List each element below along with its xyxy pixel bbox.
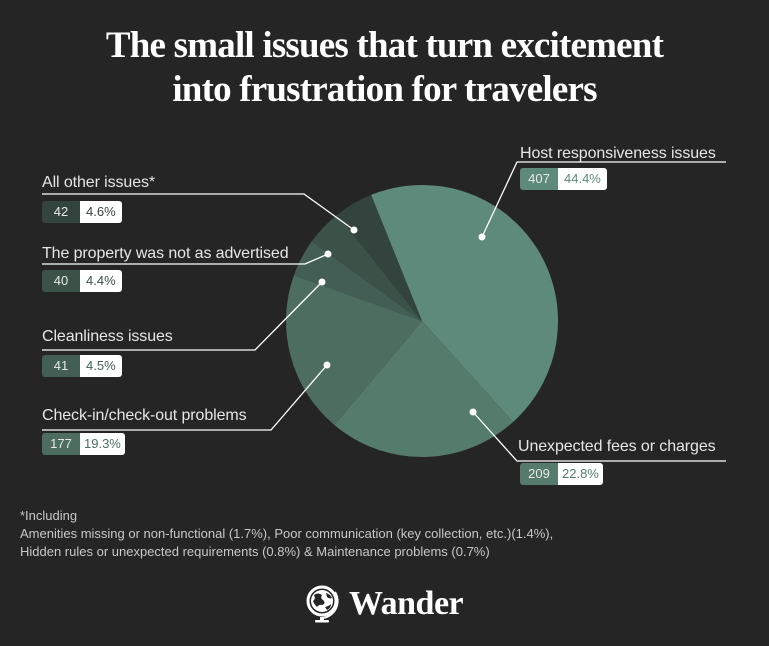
footnote: *Including Amenities missing or non-func… [20,507,553,561]
badge-all-other-issues: 42 4.6% [42,201,122,223]
pie-slice [371,184,559,422]
count-host: 407 [520,168,558,190]
label-all-other-issues: All other issues* [42,174,156,191]
badge-cleanliness: 41 4.5% [42,355,122,377]
label-cleanliness: Cleanliness issues [42,328,173,345]
pie-slice [293,241,422,321]
label-unexpected-fees: Unexpected fees or charges [518,438,716,455]
pct-fees: 22.8% [558,463,603,485]
pie-slice [311,214,422,321]
count-fees: 209 [520,463,558,485]
label-property-not-as-advertised: The property was not as advertised [42,245,289,262]
count-other: 42 [42,201,80,223]
count-checkin: 177 [42,433,80,455]
brand-logo: Wander [303,584,464,624]
label-host-responsiveness: Host responsiveness issues [520,145,716,162]
pct-clean: 4.5% [80,355,122,377]
count-clean: 41 [42,355,80,377]
chart-title: The small issues that turn excitement in… [0,24,769,112]
badge-checkin-checkout: 177 19.3% [42,433,125,455]
brand-name: Wander [349,585,464,622]
pie-slices [286,184,559,458]
count-property: 40 [42,270,80,292]
badge-property-not-as-advertised: 40 4.4% [42,270,122,292]
badge-host-responsiveness: 407 44.4% [520,168,607,190]
pct-checkin: 19.3% [80,433,125,455]
pct-other: 4.6% [80,201,122,223]
title-line-2: into frustration for travelers [172,69,597,110]
footnote-line-3: Hidden rules or unexpected requirements … [20,544,490,559]
title-line-1: The small issues that turn excitement [105,25,664,66]
globe-icon [306,585,339,623]
pct-property: 4.4% [80,270,122,292]
pct-host: 44.4% [558,168,607,190]
leader-lines [42,161,726,462]
badge-unexpected-fees: 209 22.8% [520,463,603,485]
label-checkin-checkout: Check-in/check-out problems [42,407,247,424]
footnote-line-2: Amenities missing or non-functional (1.7… [20,526,554,541]
footnote-line-1: *Including [20,508,78,523]
pie-slice [286,275,422,426]
pie-slice [337,194,422,321]
leader-dots [318,226,486,416]
pie-slice [334,321,514,458]
